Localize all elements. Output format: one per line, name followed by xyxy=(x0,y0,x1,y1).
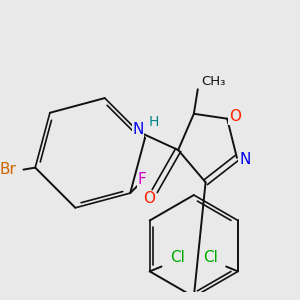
Text: Br: Br xyxy=(0,162,16,177)
Text: F: F xyxy=(138,172,146,187)
Text: N: N xyxy=(132,122,144,137)
Text: H: H xyxy=(148,115,159,129)
Text: N: N xyxy=(239,152,250,167)
Text: Cl: Cl xyxy=(170,250,184,265)
Text: O: O xyxy=(229,109,241,124)
Text: CH₃: CH₃ xyxy=(202,75,226,88)
Text: Cl: Cl xyxy=(203,250,218,265)
Text: O: O xyxy=(143,191,155,206)
